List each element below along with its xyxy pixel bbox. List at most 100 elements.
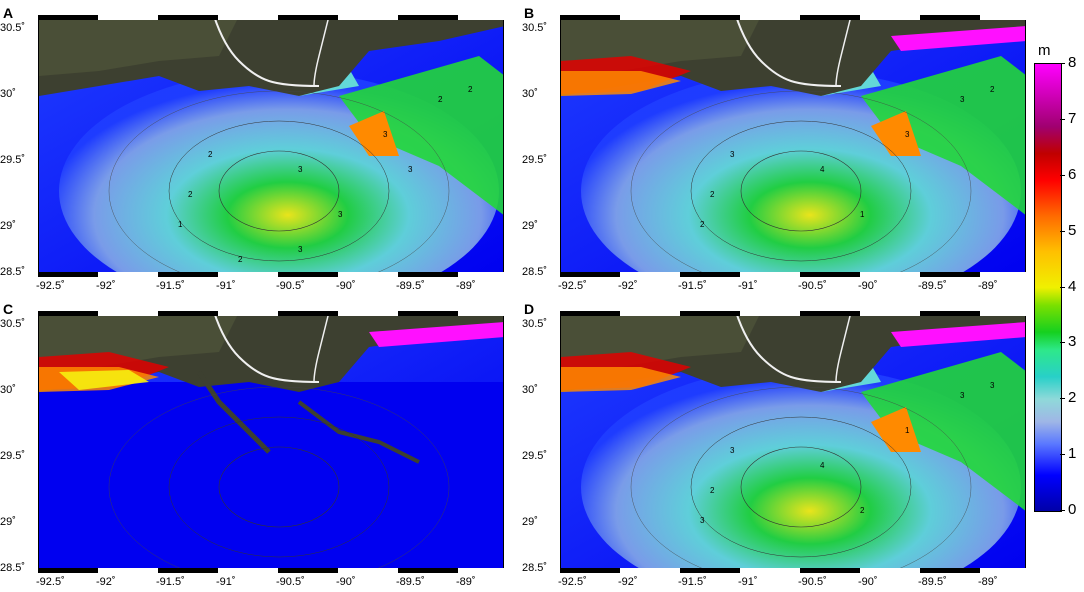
longitude-tick-label: -90.5˚ <box>798 280 827 292</box>
latitude-tick-label: 28.5˚ <box>522 562 548 574</box>
longitude-tick-label: -89.5˚ <box>918 280 947 292</box>
latitude-tick-label: 30˚ <box>0 88 16 100</box>
river-2 <box>835 312 852 383</box>
contour-label: 3 <box>383 130 388 139</box>
longitude-tick-label: -89.5˚ <box>396 576 425 588</box>
longitude-tick-label: -90˚ <box>336 280 356 292</box>
map-panel-b <box>560 15 1026 277</box>
contour-label: 3 <box>990 381 995 390</box>
contour-label: 3 <box>905 130 910 139</box>
contour-label: 3 <box>730 446 735 455</box>
longitude-tick-label: -91.5˚ <box>156 576 185 588</box>
contour-label: 2 <box>860 506 865 515</box>
panel-letter-a: A <box>3 5 14 21</box>
longitude-tick-label: -89˚ <box>978 576 998 588</box>
colorbar-tick-label: 7 <box>1068 109 1077 127</box>
colorbar-unit: m <box>1038 42 1051 59</box>
latitude-tick-label: 29˚ <box>0 516 16 528</box>
colorbar-tick-label: 4 <box>1068 277 1077 295</box>
longitude-tick-label: -89.5˚ <box>396 280 425 292</box>
contour-label: 3 <box>960 95 965 104</box>
latitude-tick-label: 30.5˚ <box>522 318 548 330</box>
river-2 <box>835 16 852 87</box>
colorbar-tick-label: 5 <box>1068 221 1077 239</box>
colorbar-tick-label: 6 <box>1068 165 1077 183</box>
longitude-tick-label: -91.5˚ <box>678 576 707 588</box>
latitude-tick-label: 29.5˚ <box>522 154 548 166</box>
longitude-tick-label: -89˚ <box>456 280 476 292</box>
colorbar-tick-mark <box>1060 510 1065 511</box>
map-frame-top <box>38 15 504 20</box>
colorbar-tick-mark <box>1060 286 1065 288</box>
contour <box>740 150 862 232</box>
colorbar-tick-label: 1 <box>1068 445 1077 463</box>
contour <box>630 90 972 276</box>
longitude-tick-label: -92˚ <box>96 576 116 588</box>
coastal-magenta-band <box>891 322 1025 347</box>
longitude-tick-label: -92.5˚ <box>558 280 587 292</box>
latitude-tick-label: 28.5˚ <box>0 562 26 574</box>
contour-label: 1 <box>905 426 910 435</box>
river-2 <box>313 312 330 383</box>
longitude-tick-label: -91˚ <box>738 280 758 292</box>
map-panel-c <box>38 311 504 573</box>
contour-label: 2 <box>990 85 995 94</box>
longitude-tick-label: -91.5˚ <box>678 280 707 292</box>
contour <box>168 416 390 558</box>
contour <box>740 446 862 528</box>
channel <box>196 370 271 454</box>
map-frame-bottom <box>38 568 504 573</box>
longitude-tick-label: -90.5˚ <box>276 280 305 292</box>
latitude-tick-label: 29˚ <box>0 220 16 232</box>
longitude-tick-label: -91˚ <box>216 280 236 292</box>
latitude-tick-label: 30˚ <box>522 88 538 100</box>
latitude-tick-label: 30.5˚ <box>0 318 26 330</box>
colorbar-tick-label: 3 <box>1068 333 1077 351</box>
contour-label: 2 <box>700 220 705 229</box>
map-panel-a <box>38 15 504 277</box>
latitude-tick-label: 30˚ <box>0 384 16 396</box>
contour <box>690 416 912 558</box>
colorbar-tick-label: 8 <box>1068 54 1077 71</box>
latitude-tick-label: 29.5˚ <box>0 154 26 166</box>
contour <box>218 446 340 528</box>
contour-label: 2 <box>710 190 715 199</box>
contour-label: 4 <box>820 461 825 470</box>
colorbar-tick-mark <box>1060 398 1065 400</box>
map-frame-bottom <box>560 272 1026 277</box>
map-frame-top <box>560 311 1026 316</box>
latitude-tick-label: 29.5˚ <box>0 450 26 462</box>
contour <box>690 120 912 262</box>
latitude-tick-label: 29˚ <box>522 516 538 528</box>
map-frame-top <box>38 311 504 316</box>
contour-label: 1 <box>860 210 865 219</box>
contour-label: 2 <box>208 150 213 159</box>
latitude-tick-label: 29˚ <box>522 220 538 232</box>
coastal-magenta-band <box>891 26 1025 51</box>
contour-label: 3 <box>730 150 735 159</box>
contour <box>108 386 450 572</box>
longitude-tick-label: -90.5˚ <box>276 576 305 588</box>
contour-label: 2 <box>710 486 715 495</box>
surge-east <box>339 56 503 215</box>
latitude-tick-label: 30.5˚ <box>0 22 26 34</box>
coastal-magenta-band <box>369 322 503 347</box>
colorbar-tick-mark <box>1060 454 1065 456</box>
contour <box>108 90 450 276</box>
map-frame-top <box>560 15 1026 20</box>
contour-label: 3 <box>408 165 413 174</box>
contour-label: 1 <box>178 220 183 229</box>
longitude-tick-label: -92˚ <box>618 280 638 292</box>
coastal-orange-band <box>561 71 681 96</box>
contour-label: 3 <box>338 210 343 219</box>
contour-label: 2 <box>238 255 243 264</box>
contour-label: 4 <box>820 165 825 174</box>
longitude-tick-label: -90˚ <box>858 576 878 588</box>
colorbar-tick-mark <box>1060 230 1065 232</box>
contour-label: 2 <box>438 95 443 104</box>
contour-label: 3 <box>298 165 303 174</box>
surge-field <box>39 382 503 572</box>
map-panel-d <box>560 311 1026 573</box>
contour-label: 3 <box>298 245 303 254</box>
coastal-orange-band <box>561 367 681 392</box>
